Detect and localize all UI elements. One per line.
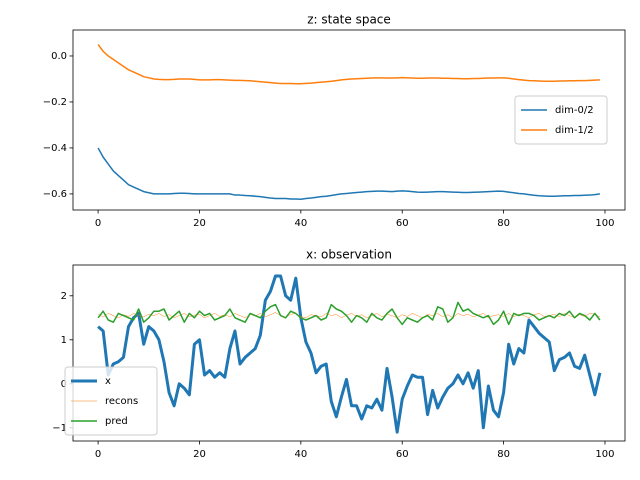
x-tick-label: 40 [294,218,307,229]
y-tick-label: 0 [61,379,67,390]
y-tick-label: −1 [52,423,67,434]
legend: dim-0/2 dim-1/2 [514,95,608,145]
data-line [97,274,602,434]
x-tick-label: 100 [595,449,614,460]
x-tick-label: 20 [193,218,206,229]
x-tick-label: 20 [193,449,206,460]
legend-label: dim-1/2 [555,125,594,136]
x-tick-label: 80 [497,449,510,460]
x-tick-label: 60 [396,449,409,460]
x-tick-label: 0 [95,218,101,229]
data-line [97,44,600,85]
x-tick-label: 60 [396,218,409,229]
legend-label: recons [105,396,138,407]
legend-label: pred [105,416,128,427]
legend-label: dim-0/2 [555,105,594,116]
x-tick-label: 0 [95,449,101,460]
y-tick-label: 0.0 [51,51,67,62]
axes-frame [72,29,626,211]
chart-title: x: observation [306,248,392,262]
legend-box [64,366,158,436]
data-line [97,301,601,326]
y-tick-label: −0.2 [43,97,67,108]
x-tick-label: 80 [497,218,510,229]
y-tick-label: −0.6 [43,189,67,200]
y-tick-label: 1 [61,335,67,346]
y-tick-label: 2 [61,291,67,302]
data-line [97,147,601,200]
legend: x recons pred [64,366,158,436]
legend-label: x [105,376,111,387]
legend-box [514,95,608,145]
x-tick-label: 40 [294,449,307,460]
y-tick-label: −0.4 [43,143,67,154]
x-tick-label: 100 [595,218,614,229]
axes-frame [72,264,626,442]
chart-title: z: state space [307,13,391,27]
data-line [97,312,601,319]
